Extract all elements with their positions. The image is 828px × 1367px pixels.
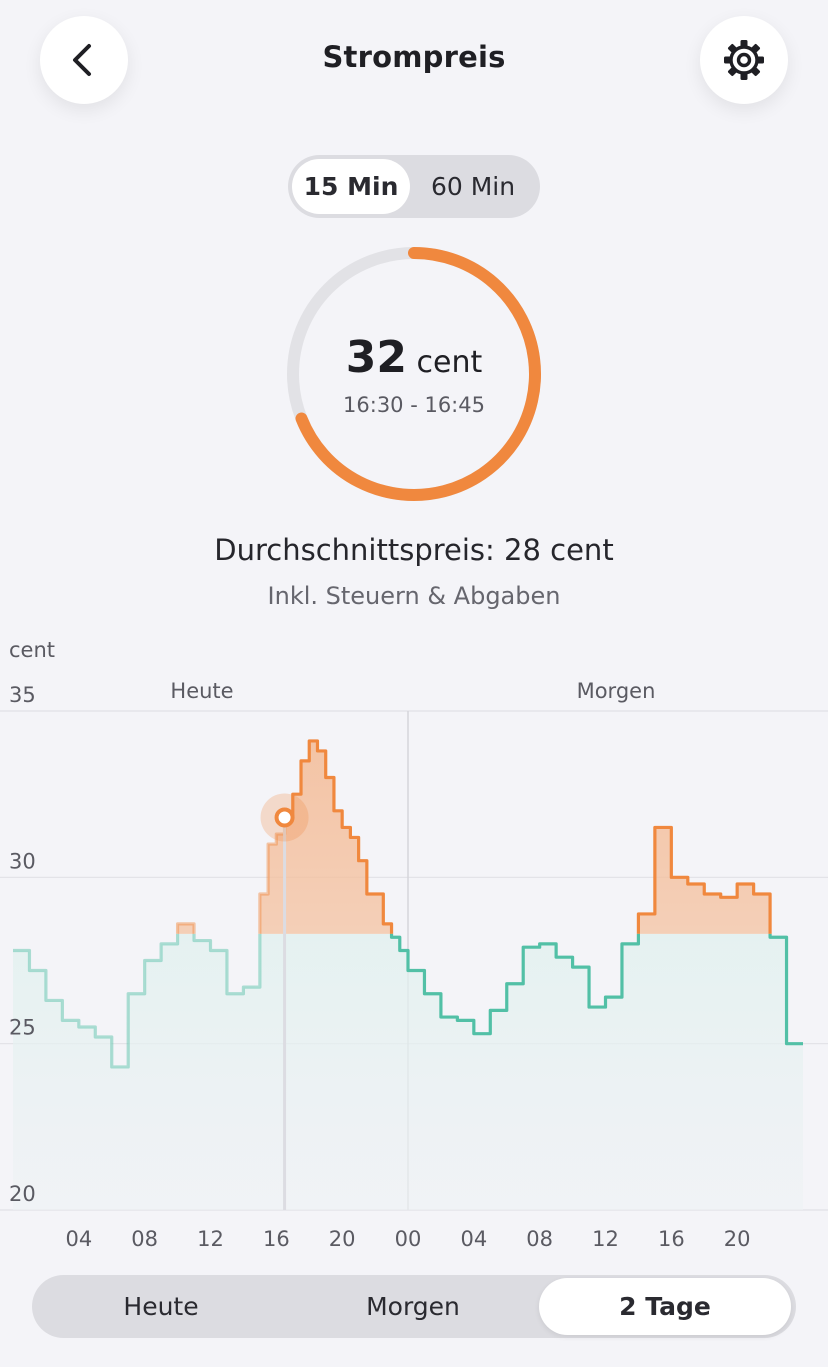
current-price: 32 cent <box>280 332 548 383</box>
current-price-value: 32 <box>345 332 407 383</box>
average-price-note: Inkl. Steuern & Abgaben <box>267 582 561 610</box>
x-tick-label: 12 <box>197 1227 224 1251</box>
interval-option-60-min[interactable]: 60 Min <box>430 172 516 201</box>
x-tick-label: 16 <box>263 1227 290 1251</box>
price-line-below <box>13 933 262 1069</box>
current-time-slot: 16:30 - 16:45 <box>343 393 485 417</box>
gauge-progress-arc <box>295 247 541 501</box>
current-point <box>274 807 295 828</box>
x-tick-label: 20 <box>724 1227 751 1251</box>
x-tick-label: 00 <box>395 1227 422 1251</box>
y-tick-label: 30 <box>9 849 36 873</box>
price-line-above <box>284 739 772 934</box>
range-option-heute[interactable]: Heute <box>123 1292 199 1321</box>
chart-labels: 35 30 25 20 Heute Morgen 04 08 12 16 20 00 04 08 12 16 2… <box>9 679 751 1251</box>
price-chart: cent 35 30 25 20 Heute Morgen 04 08 12 16 20 00 04 08… <box>0 638 828 1251</box>
chart-marks <box>260 793 309 1210</box>
interval-toggle: 15 Min 60 Min <box>288 155 540 218</box>
price-gauge <box>287 247 541 501</box>
settings-button[interactable] <box>700 16 788 104</box>
y-axis-label: cent <box>9 638 55 662</box>
x-tick-label: 20 <box>329 1227 356 1251</box>
current-price-unit: cent <box>416 345 483 380</box>
y-tick-label: 25 <box>9 1016 36 1040</box>
page-title: Strompreis <box>322 40 506 74</box>
interval-option-15-min[interactable]: 15 Min <box>292 159 410 214</box>
average-price: Durchschnittspreis: 28 cent <box>214 533 614 567</box>
range-option-morgen[interactable]: Morgen <box>366 1292 460 1321</box>
x-tick-label: 16 <box>658 1227 685 1251</box>
x-tick-label: 12 <box>592 1227 619 1251</box>
y-tick-label: 20 <box>9 1182 36 1206</box>
x-tick-label: 04 <box>65 1227 92 1251</box>
day-label-heute: Heute <box>170 679 233 703</box>
chart-lines <box>13 739 803 1069</box>
y-tick-label: 35 <box>9 683 36 707</box>
area-above-average <box>177 740 771 934</box>
gear-icon <box>724 40 764 80</box>
x-tick-label: 08 <box>526 1227 553 1251</box>
range-toggle: Heute Morgen 2 Tage <box>32 1275 796 1338</box>
chevron-left-icon <box>73 44 91 76</box>
x-tick-label: 04 <box>460 1227 487 1251</box>
x-tick-label: 08 <box>131 1227 158 1251</box>
back-button[interactable] <box>40 16 128 104</box>
range-option-2-tage[interactable]: 2 Tage <box>539 1278 791 1335</box>
day-label-morgen: Morgen <box>577 679 656 703</box>
